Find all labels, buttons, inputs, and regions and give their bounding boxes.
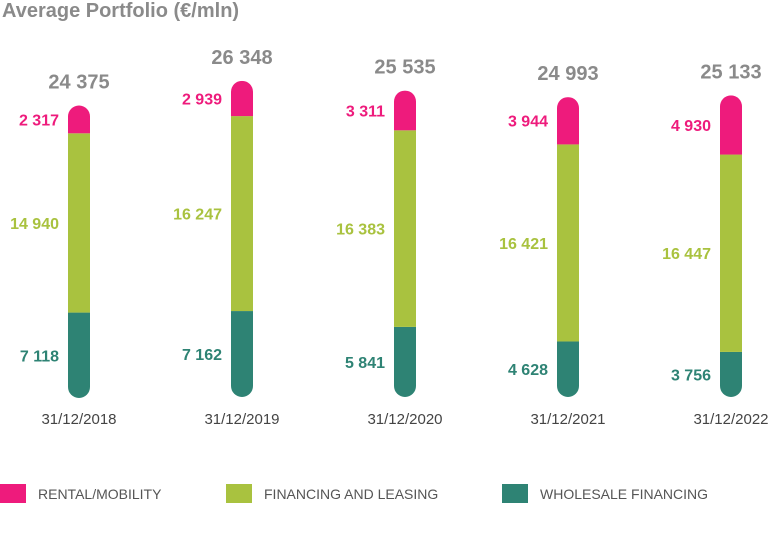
bar-stack-2	[231, 80, 253, 397]
legend-item-wholesale-financing: WHOLESALE FINANCING	[502, 484, 708, 503]
bar-segment-financing-and-leasing-5	[720, 154, 742, 352]
legend-swatch-wholesale-financing	[502, 484, 528, 503]
data-label-wholesale-financing-2: 7 162	[182, 347, 222, 364]
data-label-rental-mobility-4: 3 944	[508, 114, 548, 131]
data-label-wholesale-financing-5: 3 756	[671, 367, 711, 384]
legend-item-financing-and-leasing: FINANCING AND LEASING	[226, 484, 438, 503]
legend-label-rental-mobility: RENTAL/MOBILITY	[38, 485, 162, 502]
bar-segment-rental-mobility-2	[231, 80, 253, 117]
x-tick-label-5: 31/12/2022	[693, 411, 768, 428]
data-label-financing-and-leasing-4: 16 421	[499, 236, 548, 253]
bar-segment-rental-mobility-4	[557, 97, 579, 145]
total-label-5: 25 133	[700, 61, 761, 83]
x-tick-label-1: 31/12/2018	[41, 411, 116, 428]
bar-segment-financing-and-leasing-2	[231, 116, 253, 312]
legend-swatch-financing-and-leasing	[226, 484, 252, 503]
x-tick-label-4: 31/12/2021	[530, 411, 605, 428]
total-label-3: 25 535	[374, 57, 435, 79]
bar-stack-5	[720, 95, 742, 397]
bar-segment-wholesale-financing-4	[557, 341, 579, 397]
bar-segment-wholesale-financing-5	[720, 351, 742, 397]
data-label-rental-mobility-5: 4 930	[671, 118, 711, 135]
bar-segment-rental-mobility-1	[68, 105, 90, 134]
bar-stack-3	[394, 90, 416, 397]
legend: RENTAL/MOBILITY FINANCING AND LEASING WH…	[0, 484, 778, 508]
bar-segment-rental-mobility-5	[720, 95, 742, 155]
legend-label-wholesale-financing: WHOLESALE FINANCING	[540, 485, 709, 502]
data-label-rental-mobility-1: 2 317	[19, 112, 59, 129]
x-tick-label-3: 31/12/2020	[367, 411, 442, 428]
data-label-rental-mobility-2: 2 939	[182, 91, 222, 108]
chart-title: Average Portfolio (€/mln)	[2, 0, 240, 22]
data-label-financing-and-leasing-1: 14 940	[10, 216, 59, 233]
bar-segment-wholesale-financing-1	[68, 312, 90, 398]
bar-segment-rental-mobility-3	[394, 90, 416, 131]
bar-segment-wholesale-financing-2	[231, 311, 253, 397]
data-label-wholesale-financing-1: 7 118	[20, 348, 59, 365]
legend-item-rental-mobility: RENTAL/MOBILITY	[0, 484, 161, 503]
data-label-wholesale-financing-4: 4 628	[508, 362, 548, 379]
bar-segment-wholesale-financing-3	[394, 326, 416, 397]
bar-segment-financing-and-leasing-4	[557, 144, 579, 342]
bar-segment-financing-and-leasing-1	[68, 133, 90, 313]
bar-segment-financing-and-leasing-3	[394, 130, 416, 327]
total-label-2: 26 348	[211, 47, 272, 69]
legend-swatch-rental-mobility	[0, 484, 26, 503]
total-label-4: 24 993	[537, 63, 598, 85]
stacked-bar-chart: 7 118 14 940 2 317 24 375 31/12/2018 7 162 16 …	[10, 47, 768, 428]
x-tick-label-2: 31/12/2019	[204, 411, 279, 428]
data-label-financing-and-leasing-2: 16 247	[173, 207, 222, 224]
data-label-wholesale-financing-3: 5 841	[345, 355, 385, 372]
data-label-rental-mobility-3: 3 311	[346, 103, 385, 120]
legend-label-financing-and-leasing: FINANCING AND LEASING	[264, 485, 439, 502]
data-label-financing-and-leasing-5: 16 447	[662, 246, 711, 263]
data-label-financing-and-leasing-3: 16 383	[336, 222, 385, 239]
bar-stack-1	[68, 105, 90, 398]
total-label-1: 24 375	[48, 72, 109, 94]
bar-stack-4	[557, 97, 579, 397]
